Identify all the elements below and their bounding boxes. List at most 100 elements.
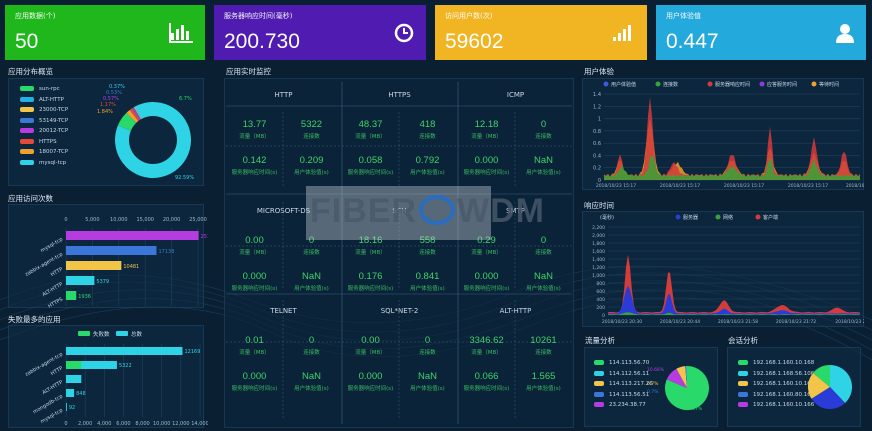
legend-label: HTTPS [39, 138, 57, 145]
legend-swatch [20, 138, 34, 144]
session-list-item: 192.168.1.160.10.168 [738, 360, 814, 366]
metric-unit: 流量（MB） [239, 134, 270, 140]
traffic-pie-chart: 10.66% 6.7% 0.7% 81.37% [647, 366, 709, 412]
axis-tick: 2,000 [78, 421, 92, 427]
monitor-metric: 1.565 用户体验值(s) [515, 371, 572, 392]
metric-value: 0.29 [477, 235, 496, 246]
metric-unit: 连接数 [535, 134, 552, 140]
monitor-metric: 3346.62 流量（MB） [458, 335, 515, 356]
category-label: HTTP [50, 267, 64, 279]
axis-tick: 2018/10/23 21:58 [718, 319, 758, 325]
pie-label: 6.7% [647, 381, 659, 387]
monitor-metric: 0.00 流量（MB） [342, 335, 399, 356]
legend-label: 客户端 [763, 214, 778, 221]
axis-tick: 1.4 [593, 92, 601, 98]
metric-unit: 连接数 [535, 250, 552, 256]
metric-value: 0.176 [358, 271, 383, 282]
monitor-group-name: HTTP [274, 91, 293, 99]
monitor-metric: 0.176 服务器响应时间(s) [342, 271, 399, 292]
metric-unit: 流量（MB） [239, 250, 270, 256]
metric-unit: 用户体验值(s) [410, 386, 445, 392]
fail-title: 失败最多的应用 [8, 315, 61, 324]
legend-swatch [594, 360, 604, 365]
axis-tick: 4,000 [97, 421, 111, 427]
monitor-metric: 0.792 用户体验值(s) [399, 155, 456, 176]
metric-value: 18.16 [358, 235, 383, 246]
metric-unit: 用户体验值(s) [410, 286, 445, 292]
metric-value: 0.000 [474, 271, 499, 282]
visit-bar [66, 276, 95, 285]
ip-label: 114.113.217.26 [609, 381, 653, 387]
metric-value: 0.00 [245, 235, 264, 246]
metric-unit: 服务器响应时间(s) [231, 286, 278, 292]
visit-bar [66, 231, 199, 240]
fail-total-bar [66, 347, 183, 355]
donut-label: 1.84% [97, 109, 113, 115]
axis-tick: 0 [598, 178, 601, 184]
monitor-title: 应用实时监控 [226, 67, 271, 76]
legend-label: ALT-HTTP [39, 96, 64, 103]
monitor-metric: 12.18 流量（MB） [458, 119, 515, 140]
metric-value: 0.209 [299, 155, 324, 166]
traffic-title: 流量分析 [585, 336, 615, 345]
fail-bar-label: 92 [69, 405, 75, 411]
tile-label: 访问用户数(次) [445, 12, 493, 20]
monitor-metric: 0 连接数 [283, 335, 340, 356]
donut-slice [115, 102, 191, 178]
metric-value: 0.142 [242, 155, 267, 166]
metric-unit: 连接数 [419, 350, 436, 356]
legend-swatch [20, 107, 34, 112]
metric-unit: 服务器响应时间(s) [347, 170, 394, 176]
axis-tick: 12,000 [172, 421, 190, 427]
monitor-metric: NaN 用户体验值(s) [399, 371, 456, 392]
monitor-metric: 0.000 服务器响应时间(s) [342, 371, 399, 392]
donut-slice [117, 112, 137, 131]
axis-tick: 10,000 [110, 217, 128, 223]
metric-unit: 连接数 [419, 134, 436, 140]
fail-bar-label: 848 [76, 391, 86, 397]
monitor-group-name: SQL*NET-2 [380, 307, 419, 315]
monitor-metric: 0 连接数 [515, 235, 572, 256]
legend-label: 网络 [723, 214, 733, 221]
legend-swatch [738, 391, 748, 397]
visit-bar [66, 291, 77, 300]
metric-value: NaN [533, 155, 553, 166]
metric-unit: 服务器响应时间(s) [231, 170, 278, 176]
legend-swatch [594, 402, 604, 407]
axis-tick: 0.4 [593, 153, 601, 159]
metric-value: 0.000 [474, 155, 499, 166]
metric-unit: 流量（MB） [355, 134, 386, 140]
tile-response-time: 服务器响应时间(毫秒) 200.730 [214, 5, 426, 60]
legend-label: 总数 [131, 330, 143, 338]
axis-tick: 200 [596, 305, 605, 311]
legend-swatch [738, 360, 748, 365]
legend-swatch [707, 81, 713, 87]
axis-tick: 1,600 [592, 249, 605, 255]
monitor-metric: 0.000 服务器响应时间(s) [226, 271, 283, 292]
bar-chart-icon [169, 23, 193, 45]
fail-legend: 失败数 总数 [78, 330, 143, 338]
metric-value: 0.000 [242, 371, 267, 382]
ux-series-area [604, 155, 860, 180]
donut-slice [134, 106, 142, 120]
dist-donut-chart: 0.37%0.53%0.57%1.17%1.84% 6.7% 92.59% [97, 84, 194, 181]
metric-value: NaN [533, 271, 553, 282]
visit-bar-label: 5379 [96, 279, 109, 285]
axis-tick: 6,000 [116, 421, 130, 427]
pie-slice [811, 387, 846, 409]
legend-label: 服务器 [683, 214, 698, 221]
axis-tick: 2018/10/23 15:17 [660, 183, 700, 189]
axis-tick: 0.2 [593, 166, 601, 172]
metric-unit: 服务器响应时间(s) [347, 286, 394, 292]
metric-unit: 连接数 [303, 350, 320, 356]
watermark-right: WDM [457, 192, 545, 230]
metric-unit: 服务器响应时间(s) [463, 170, 510, 176]
metric-unit: 服务器响应时间(s) [231, 386, 278, 392]
fail-total-bar [66, 403, 67, 411]
legend-swatch [759, 81, 765, 87]
axis-tick: 5,000 [85, 217, 99, 223]
donut-label: 0.37% [109, 84, 125, 90]
metric-unit: 用户体验值(s) [410, 170, 445, 176]
ip-label: 192.168.1.168.56.106 [753, 370, 815, 377]
metric-value: 0 [540, 119, 547, 130]
